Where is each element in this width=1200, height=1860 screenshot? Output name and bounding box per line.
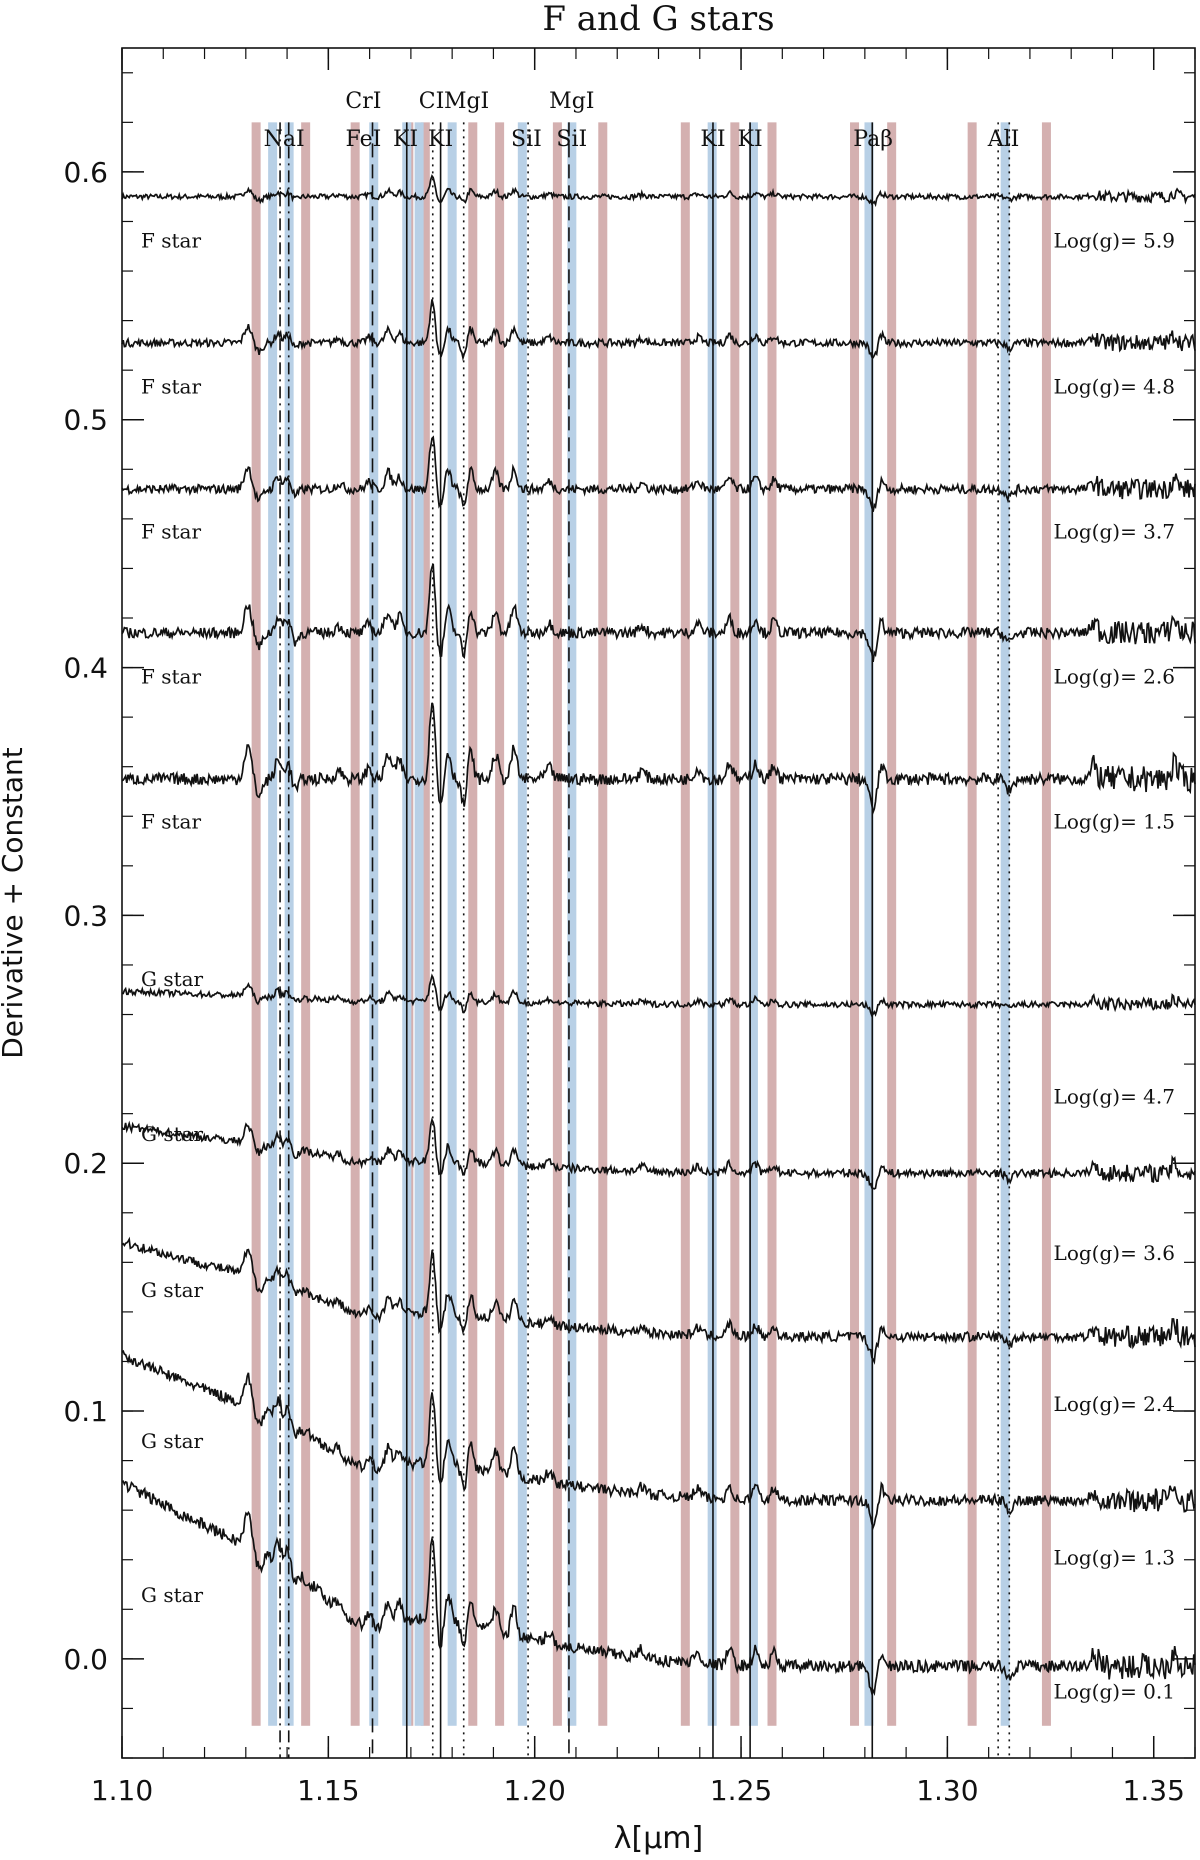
red-band	[850, 122, 860, 1726]
series-logg: Log(g)= 1.5	[1054, 810, 1175, 834]
blue-band	[414, 122, 424, 1726]
line-label: KI	[428, 127, 453, 152]
blue-band	[864, 122, 874, 1726]
chart-title: F and G stars	[542, 0, 774, 39]
x-tick-label: 1.35	[1123, 1774, 1185, 1807]
series-name: F star	[141, 229, 201, 253]
red-band	[420, 122, 430, 1726]
red-band	[598, 122, 608, 1726]
series-name: G star	[141, 1429, 204, 1453]
red-band	[680, 122, 690, 1726]
x-tick-label: 1.15	[297, 1774, 359, 1807]
red-band	[251, 122, 261, 1726]
y-tick-label: 0.0	[63, 1643, 108, 1676]
blue-band	[268, 122, 278, 1726]
x-tick-label: 1.20	[504, 1774, 566, 1807]
line-label: KI	[700, 127, 725, 152]
y-tick-label: 0.1	[63, 1395, 108, 1428]
series-logg: Log(g)= 3.7	[1054, 520, 1175, 544]
blue-band	[567, 122, 577, 1726]
x-tick-label: 1.10	[91, 1774, 153, 1807]
line-label: SiI	[511, 127, 542, 152]
series-logg: Log(g)= 3.6	[1054, 1241, 1175, 1265]
spectrum-line	[121, 702, 1196, 816]
spectrum-line	[121, 973, 1196, 1018]
blue-band	[1000, 122, 1010, 1726]
spectrum-line	[121, 435, 1196, 512]
red-band	[301, 122, 311, 1726]
series-name: F star	[141, 375, 201, 399]
line-label: KI	[738, 127, 763, 152]
red-band	[350, 122, 360, 1726]
y-tick-label: 0.5	[63, 404, 108, 437]
line-label: CrI	[345, 89, 381, 114]
line-label: SiI	[556, 127, 587, 152]
red-band	[730, 122, 740, 1726]
spectrum-line	[121, 1480, 1196, 1697]
blue-band	[517, 122, 527, 1726]
series-logg: Log(g)= 0.1	[1054, 1680, 1175, 1704]
line-label: KI	[393, 127, 418, 152]
blue-band	[707, 122, 717, 1726]
axis-ticks: 1.10 1.15 1.20 1.25 1.30 1.35 0.0 0.1 0.2 0.3 0.4 0…	[63, 48, 1196, 1807]
series-name: G star	[141, 1278, 204, 1302]
y-tick-label: 0.2	[63, 1147, 108, 1180]
red-band	[468, 122, 478, 1726]
series-name: G star	[141, 1122, 204, 1146]
series-logg: Log(g)= 2.6	[1054, 665, 1175, 689]
spectral-line-markers	[279, 122, 1011, 1758]
spectrum-line	[121, 563, 1196, 663]
spectra	[121, 174, 1196, 1697]
spectrum-line	[121, 1236, 1196, 1365]
line-label: MgI	[549, 89, 594, 114]
series-logg: Log(g)= 4.7	[1054, 1085, 1175, 1109]
y-tick-label: 0.3	[63, 899, 108, 932]
red-band	[495, 122, 505, 1726]
series-name: G star	[141, 1583, 204, 1607]
series-logg: Log(g)= 4.8	[1054, 375, 1175, 399]
series-name: G star	[141, 967, 204, 991]
red-band	[1041, 122, 1051, 1726]
spectrum-line	[121, 1349, 1196, 1530]
shaded-bands	[251, 122, 1051, 1726]
red-band	[887, 122, 897, 1726]
x-axis-label: λ[μm]	[614, 1821, 703, 1856]
spectrum-line	[121, 1117, 1196, 1190]
line-label: CI	[419, 89, 445, 114]
line-label: AlI	[987, 127, 1020, 152]
red-band	[552, 122, 562, 1726]
spectrum-line	[121, 174, 1196, 208]
line-label: MgI	[444, 89, 489, 114]
series-logg: Log(g)= 1.3	[1054, 1546, 1175, 1570]
line-label: Paβ	[853, 127, 893, 152]
y-tick-label: 0.6	[63, 156, 108, 189]
x-tick-label: 1.30	[916, 1774, 978, 1807]
blue-band	[748, 122, 758, 1726]
line-label: FeI	[346, 127, 382, 152]
y-axis-label: Derivative + Constant	[0, 747, 29, 1059]
series-name: F star	[141, 810, 201, 834]
series-name: F star	[141, 665, 201, 689]
spectrum-line	[121, 299, 1196, 362]
x-tick-label: 1.25	[710, 1774, 772, 1807]
series-name: F star	[141, 520, 201, 544]
red-band	[767, 122, 777, 1726]
line-label: NaI	[264, 127, 305, 152]
blue-band	[369, 122, 379, 1726]
blue-band	[447, 122, 457, 1726]
series-logg: Log(g)= 2.4	[1054, 1392, 1175, 1416]
series-logg: Log(g)= 5.9	[1054, 229, 1175, 253]
series-labels: F star Log(g)= 5.9 F star Log(g)= 4.8 F star…	[141, 229, 1175, 1704]
y-tick-label: 0.4	[63, 652, 108, 685]
red-band	[967, 122, 977, 1726]
